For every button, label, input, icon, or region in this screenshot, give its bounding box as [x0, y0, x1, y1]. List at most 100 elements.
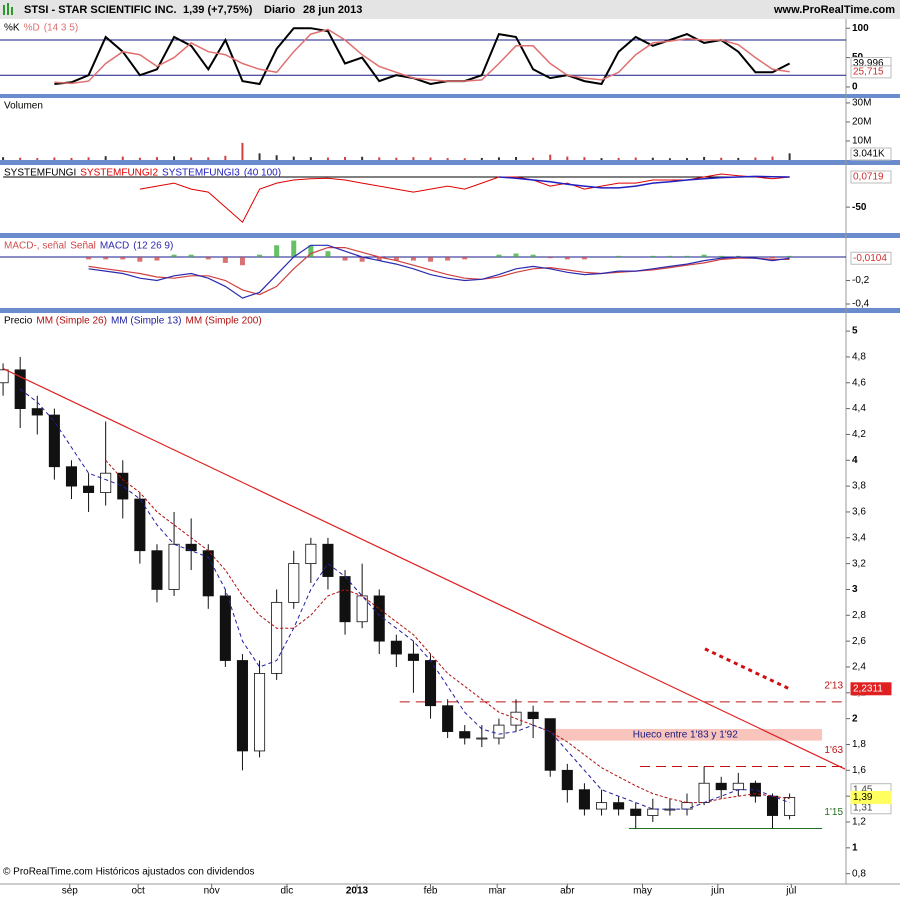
volume-bar [292, 156, 295, 160]
gap-box [548, 728, 823, 741]
candle-body [698, 782, 710, 804]
volume-bar [651, 157, 654, 160]
legend-entry: SYSTEMFUNGI [4, 168, 76, 179]
histogram-bar [359, 257, 365, 262]
histogram-bar [171, 254, 177, 258]
histogram-bar [787, 255, 793, 258]
volume-bar [326, 157, 329, 160]
y-tick-label: 4 [852, 455, 858, 466]
histogram-bar [154, 257, 160, 261]
last-value-box [850, 65, 892, 79]
y-tick-label: 10M [852, 136, 871, 147]
volume-bar [720, 157, 723, 160]
candle-body [117, 472, 129, 500]
volume-bar [173, 156, 176, 160]
legend-entry: (40 100) [244, 168, 281, 179]
candle-body [305, 543, 317, 565]
volume-bar [70, 157, 73, 160]
candle-body [0, 369, 9, 384]
candle-body [48, 414, 60, 468]
last-value-box [850, 682, 892, 696]
volume-bar [566, 156, 569, 160]
histogram-bar [547, 257, 553, 259]
candle-body [134, 498, 146, 552]
candle-body [459, 731, 471, 739]
y-tick-label: 100 [852, 23, 869, 34]
candle-body [390, 640, 402, 655]
y-tick-label: 1,8 [852, 739, 866, 750]
volume-bar [480, 157, 483, 160]
y-tick-label: 3,8 [852, 481, 866, 492]
volume-bar [429, 157, 432, 160]
header-title: STSI - STAR SCIENTIFIC INC. [24, 4, 177, 16]
series-line [498, 175, 790, 189]
series-line [105, 459, 790, 804]
x-tick-label: jun [710, 886, 724, 897]
last-value-label: -0,0104 [853, 253, 887, 264]
candle-body [407, 653, 419, 661]
header-period: Diario [264, 4, 295, 16]
histogram-bar [137, 257, 143, 262]
histogram-bar [650, 255, 656, 258]
x-tick-label: dic [281, 886, 294, 897]
histogram-bar [376, 257, 382, 261]
candle-body [271, 601, 283, 674]
panel-separator [0, 94, 900, 98]
histogram-bar [616, 255, 622, 258]
candle-body [476, 737, 488, 740]
candle-body [83, 485, 95, 493]
last-value-label: 39,996 [853, 58, 884, 69]
candle-body [784, 797, 796, 816]
last-value-box [850, 790, 892, 804]
y-tick-label: -0,2 [852, 275, 870, 286]
legend-entry: MM (Simple 26) [36, 316, 107, 327]
volume-bar [634, 157, 637, 160]
footer: © ProRealTime.com Históricos ajustados c… [3, 867, 255, 878]
last-value-label: 1,31 [853, 802, 873, 813]
volume-bar [788, 153, 791, 160]
last-value-box [850, 251, 892, 265]
histogram-bar [445, 257, 451, 261]
legend-entry: %D [24, 23, 40, 34]
y-tick-label: 3,2 [852, 558, 866, 569]
y-tick-label: 2,6 [852, 636, 866, 647]
x-tick-label: oct [131, 886, 145, 897]
candle-body [425, 660, 437, 707]
header-bar [0, 0, 900, 19]
volume-bar [361, 156, 364, 160]
candle-body [493, 724, 505, 739]
level-label: 2'13 [824, 680, 843, 691]
volume-bar [600, 158, 603, 160]
y-tick-label: 3 [852, 584, 858, 595]
candle-body [65, 466, 78, 487]
volume-bar [241, 142, 244, 160]
volume-bar [754, 157, 757, 160]
y-tick-label: -0,4 [852, 299, 870, 310]
last-value-label: 1,39 [853, 792, 873, 803]
histogram-bar [428, 257, 434, 262]
volume-bar [378, 157, 381, 160]
histogram-bar [239, 257, 245, 266]
candle-body [527, 711, 539, 720]
legend-entry: MACD-, señal [4, 241, 66, 252]
histogram-bar [342, 257, 348, 261]
candle-body [339, 576, 351, 623]
candle-body [732, 782, 744, 791]
histogram-bar [462, 257, 468, 260]
header-icon [7, 3, 9, 15]
header-quote: 1,39 (+7,75%) [183, 4, 253, 16]
legend-entry: SYSTEMFUNGI2 [80, 168, 158, 179]
series-line [139, 173, 790, 223]
x-tick-label: jul [785, 886, 796, 897]
candle-body [151, 550, 163, 590]
histogram-bar [513, 253, 519, 258]
plot-area: Hueco entre 1'83 y 1'92 2'13 1'63 1'15 [0, 356, 846, 829]
volume-bar [104, 156, 107, 160]
plot-area [3, 173, 790, 223]
histogram-bar [308, 245, 314, 258]
volume-bar [309, 157, 312, 160]
x-tick-label: nov [204, 886, 220, 897]
legend-entry: Volumen [4, 101, 43, 112]
